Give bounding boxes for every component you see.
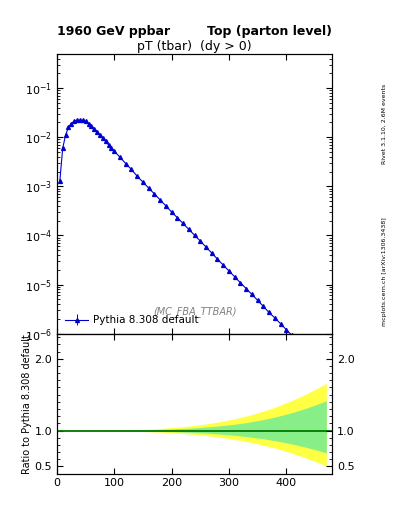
Text: (MC_FBA_TTBAR): (MC_FBA_TTBAR) <box>153 306 236 317</box>
Y-axis label: Ratio to Pythia 8.308 default: Ratio to Pythia 8.308 default <box>22 334 31 474</box>
Title: pT (tbar)  (dy > 0): pT (tbar) (dy > 0) <box>137 39 252 53</box>
Text: 1960 GeV ppbar: 1960 GeV ppbar <box>57 26 170 38</box>
Legend: Pythia 8.308 default: Pythia 8.308 default <box>62 312 202 328</box>
Text: Top (parton level): Top (parton level) <box>207 26 332 38</box>
Text: Rivet 3.1.10, 2.6M events: Rivet 3.1.10, 2.6M events <box>382 83 387 164</box>
Text: mcplots.cern.ch [arXiv:1306.3438]: mcplots.cern.ch [arXiv:1306.3438] <box>382 218 387 327</box>
